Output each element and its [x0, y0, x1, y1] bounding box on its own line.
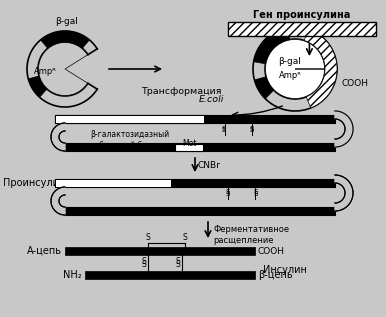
Text: COOH: COOH — [341, 79, 368, 87]
Text: β-gal: β-gal — [279, 57, 301, 67]
Bar — [65, 143, 335, 151]
Text: S: S — [226, 191, 230, 197]
Text: Ampᴿ: Ampᴿ — [279, 70, 301, 80]
Text: S: S — [249, 126, 253, 132]
Text: S: S — [253, 191, 257, 197]
Bar — [228, 22, 376, 36]
Text: S: S — [175, 260, 180, 269]
Text: А-цепь: А-цепь — [27, 246, 62, 256]
Text: S: S — [141, 260, 146, 269]
Text: NH₂: NH₂ — [63, 270, 82, 280]
Text: S: S — [249, 127, 253, 133]
Polygon shape — [28, 76, 47, 97]
Polygon shape — [304, 29, 337, 108]
Text: Ферментативное
расщепление: Ферментативное расщепление — [213, 225, 289, 245]
Text: S: S — [222, 127, 226, 133]
Text: S: S — [253, 189, 257, 195]
Text: Met: Met — [182, 139, 196, 147]
Text: CNBr: CNBr — [198, 160, 221, 170]
Bar — [55, 115, 335, 123]
Text: Инсулин: Инсулин — [263, 265, 307, 275]
Bar — [56, 179, 171, 186]
Text: Ген проинсулина: Ген проинсулина — [253, 10, 351, 20]
Bar — [175, 144, 203, 151]
Text: E.coli: E.coli — [198, 94, 224, 103]
Polygon shape — [51, 123, 65, 151]
Text: S: S — [146, 233, 151, 242]
Text: S: S — [183, 233, 187, 242]
Bar — [56, 115, 204, 122]
Polygon shape — [266, 40, 325, 99]
Polygon shape — [39, 42, 88, 95]
Polygon shape — [335, 111, 353, 147]
Polygon shape — [254, 77, 274, 99]
Bar — [210, 115, 335, 123]
Bar — [55, 179, 335, 187]
Bar — [85, 271, 255, 279]
Text: β-цепь: β-цепь — [258, 270, 293, 280]
Text: Трансформация: Трансформация — [141, 87, 225, 96]
Text: S: S — [222, 126, 226, 132]
Polygon shape — [335, 175, 353, 211]
Text: S: S — [141, 257, 146, 266]
Text: S: S — [226, 189, 230, 195]
Text: β-галактозидазный
гибридный белок: β-галактозидазный гибридный белок — [90, 130, 169, 150]
Bar — [65, 207, 335, 215]
Polygon shape — [51, 187, 65, 215]
Text: Ampᴿ: Ampᴿ — [34, 67, 56, 75]
Polygon shape — [41, 31, 90, 48]
Text: COOH: COOH — [258, 247, 285, 256]
Bar — [55, 115, 210, 123]
Bar — [65, 247, 255, 255]
Text: Проинсулин: Проинсулин — [3, 178, 65, 188]
Text: β-gal: β-gal — [56, 17, 78, 26]
Polygon shape — [254, 28, 290, 64]
Text: S: S — [175, 257, 180, 266]
